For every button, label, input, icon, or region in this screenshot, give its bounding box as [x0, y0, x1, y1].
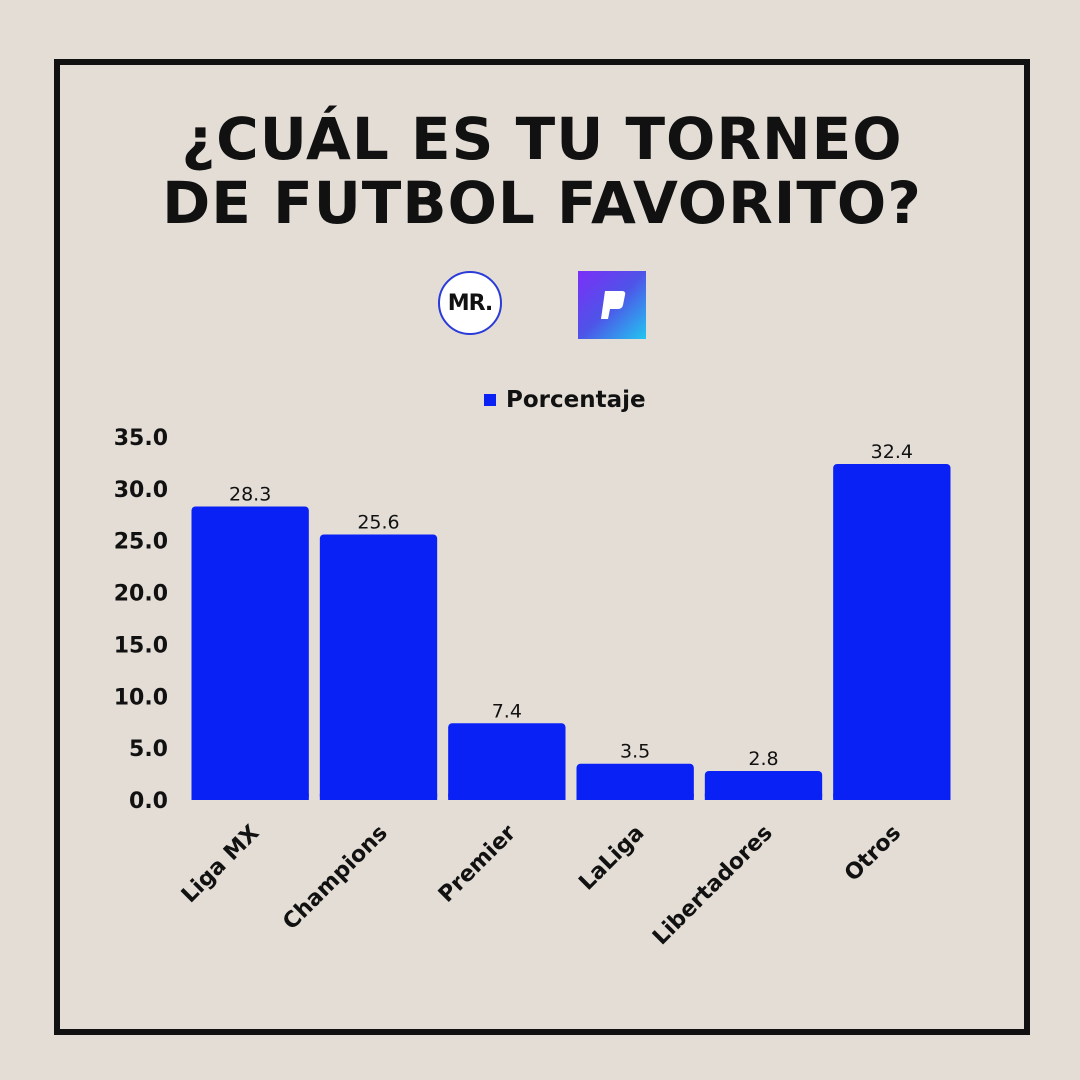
bar — [833, 463, 951, 800]
chart-frame: ¿CUÁL ES TU TORNEO DE FUTBOL FAVORITO? M… — [54, 59, 1030, 1035]
app-logo-glyph — [601, 291, 626, 319]
x-tick-label: Liga MX — [177, 821, 264, 908]
bar-base — [191, 794, 309, 800]
legend-swatch — [484, 394, 496, 406]
y-tick-label: 25.0 — [114, 530, 168, 555]
data-label: 25.6 — [357, 511, 399, 533]
bar-base — [833, 794, 951, 800]
x-tick-label: Premier — [434, 820, 521, 907]
chart-title: ¿CUÁL ES TU TORNEO DE FUTBOL FAVORITO? — [60, 107, 1024, 235]
data-label: 7.4 — [492, 700, 522, 722]
data-label: 3.5 — [620, 741, 650, 763]
title-line-1: ¿CUÁL ES TU TORNEO — [181, 105, 903, 173]
bar-base — [704, 794, 823, 800]
y-tick-label: 0.0 — [129, 789, 168, 814]
title-line-2: DE FUTBOL FAVORITO? — [162, 169, 922, 237]
bar — [448, 723, 566, 800]
data-label: 32.4 — [871, 441, 913, 463]
bar — [319, 534, 438, 800]
bar-base — [319, 794, 438, 800]
y-tick-label: 15.0 — [114, 633, 168, 658]
bar — [191, 506, 309, 800]
bar-base — [448, 794, 566, 800]
mr-logo-text: MR. — [447, 290, 494, 316]
bar — [576, 763, 694, 800]
x-tick-label: Otros — [840, 821, 906, 887]
x-tick-label: LaLiga — [574, 821, 649, 896]
legend-label: Porcentaje — [506, 387, 646, 413]
chart-legend: Porcentaje — [484, 387, 646, 413]
y-tick-label: 10.0 — [114, 685, 168, 710]
y-tick-label: 30.0 — [114, 478, 168, 503]
bar — [704, 770, 823, 800]
data-label: 2.8 — [748, 748, 778, 770]
y-tick-label: 35.0 — [114, 426, 168, 451]
data-label: 28.3 — [229, 483, 271, 505]
y-tick-label: 5.0 — [129, 737, 168, 762]
y-tick-label: 20.0 — [114, 582, 168, 607]
app-logo-icon — [578, 271, 646, 339]
x-tick-label: Champions — [278, 821, 392, 935]
bar-base — [576, 794, 694, 800]
mr-logo: MR. — [438, 271, 502, 335]
x-tick-label: Libertadores — [648, 821, 778, 951]
